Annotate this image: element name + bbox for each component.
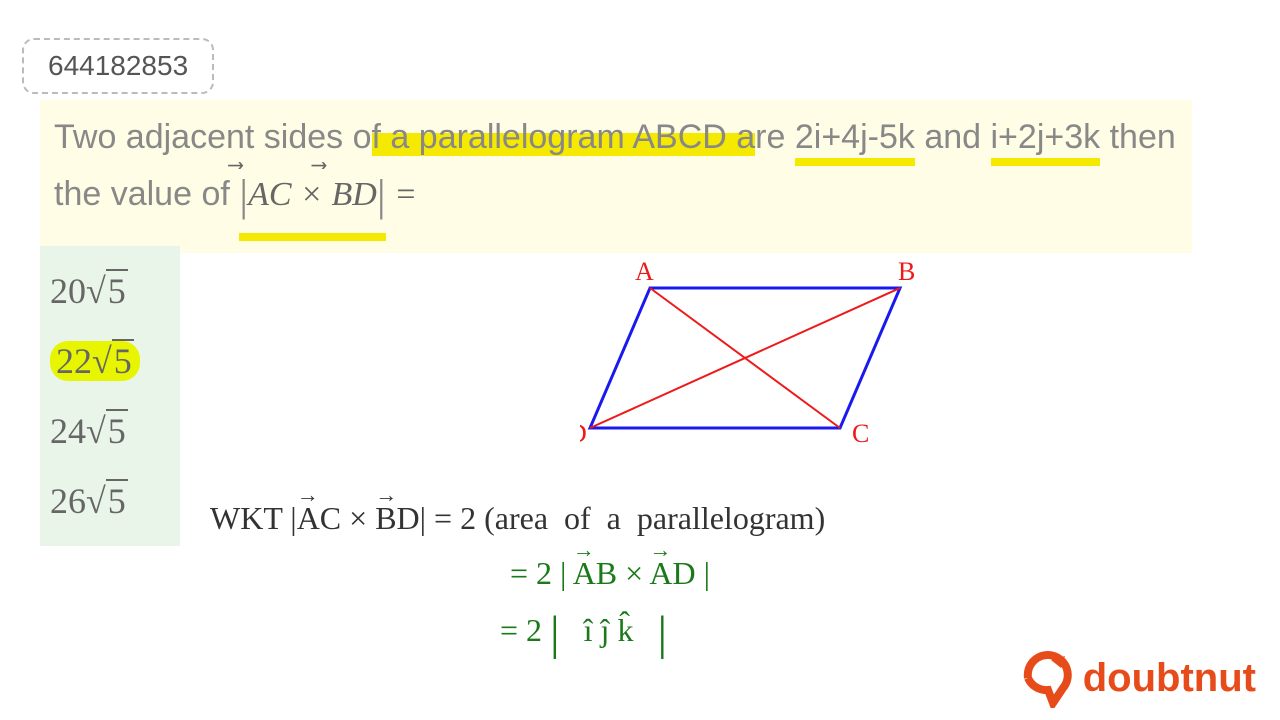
q-formula: |A⃗C × B⃗D| [239, 163, 385, 241]
vertex-label-d: D [580, 419, 587, 448]
answer-options: 205 225 245 265 [40, 246, 180, 546]
q-vector-1: 2i+4j-5k [795, 118, 915, 166]
option-b[interactable]: 225 [46, 326, 174, 396]
option-a[interactable]: 205 [46, 256, 174, 326]
vertex-label-b: B [898, 258, 915, 286]
work-line-2: = 2 | AB→ × AD→ | [510, 555, 825, 592]
work-line-1: WKT |AC→ × BD→| = 2 (area of a parallelo… [210, 500, 825, 537]
q-equals: = [386, 176, 417, 213]
option-d[interactable]: 265 [46, 466, 174, 536]
question-id-badge: 644182853 [22, 38, 214, 94]
work-line-3: = 2 | î ĵ k̂ | [500, 606, 825, 661]
vertex-label-a: A [635, 258, 654, 286]
q-vector-2: i+2j+3k [991, 118, 1101, 166]
vertex-label-c: C [852, 419, 869, 448]
logo-icon [1013, 648, 1083, 708]
q-highlight-1: f a parallelogram ABCD a [372, 118, 756, 156]
solution-work: WKT |AC→ × BD→| = 2 (area of a parallelo… [210, 500, 825, 661]
parallelogram-diagram: A B C D [580, 258, 960, 478]
q-text-2: re [755, 118, 795, 156]
question-text: Two adjacent sides of a parallelogram AB… [40, 100, 1192, 253]
q-text-3: and [915, 118, 991, 156]
diagonal-bd [590, 288, 900, 428]
q-text-1: Two adjacent sides o [54, 118, 372, 156]
logo-text: doubtnut [1083, 656, 1256, 701]
doubtnut-logo: doubtnut [1013, 648, 1256, 708]
option-c[interactable]: 245 [46, 396, 174, 466]
